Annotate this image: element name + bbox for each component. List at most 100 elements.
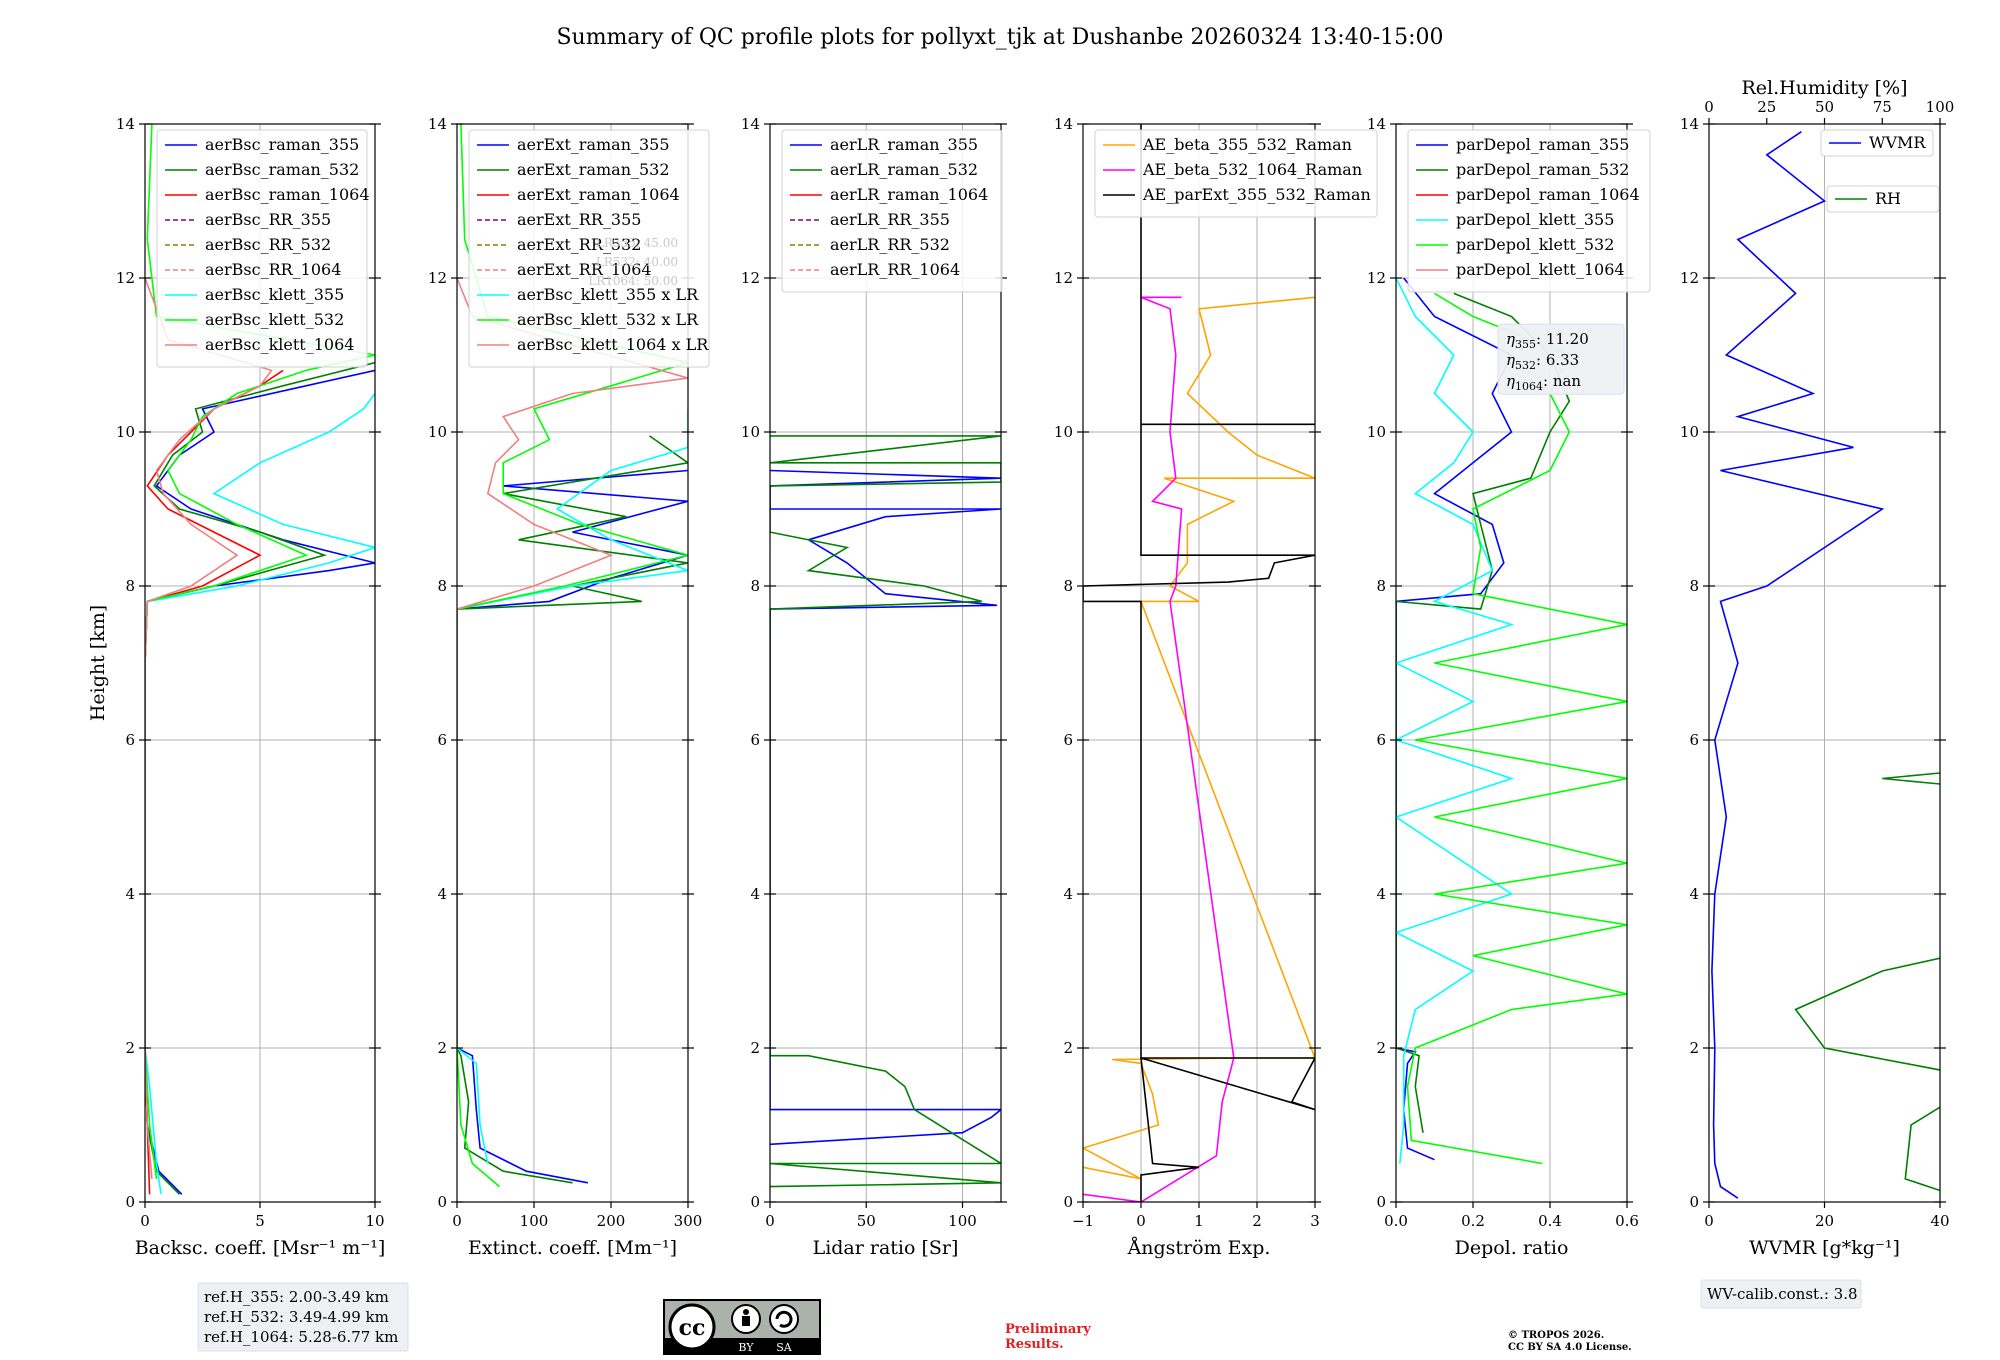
- xtick-label: 0: [765, 1212, 775, 1230]
- series-aerBsc_klett_1064 x LR: [457, 277, 688, 1048]
- cc-sa-label: SA: [776, 1341, 793, 1354]
- top-axis-label: Rel.Humidity [%]: [1741, 77, 1907, 99]
- ytick-label: 0: [125, 1193, 135, 1211]
- legend-label-aerBsc_klett_355: aerBsc_klett_355: [205, 285, 344, 304]
- eta-line: η355: 11.20: [1506, 330, 1589, 351]
- legend-label-aerLR_raman_532: aerLR_raman_532: [830, 160, 978, 179]
- xtick-label: 0.4: [1538, 1212, 1562, 1230]
- panel-extinction: 0 2 4 6 8 10 12 14 0 100 200 300 Extinct. coeff. [Mm…: [428, 115, 710, 1259]
- ytick-label: 4: [750, 885, 760, 903]
- ytick-label: 12: [1054, 269, 1073, 287]
- ytick-label: 2: [437, 1039, 447, 1057]
- ytick-label: 10: [116, 423, 135, 441]
- legend-box: [781, 129, 1003, 293]
- series-group: [1083, 124, 1315, 1202]
- axes-frame: [1395, 123, 1628, 1203]
- ytick-label: 2: [125, 1039, 135, 1057]
- legend-RH: RH: [1826, 185, 1940, 213]
- ytick-label: 0: [1063, 1193, 1073, 1211]
- legend-label-aerExt_raman_532: aerExt_raman_532: [517, 160, 670, 179]
- ytick-label: 6: [1689, 731, 1699, 749]
- info-box: [197, 1282, 409, 1352]
- top-tick-label: 0: [1704, 98, 1714, 116]
- ytick-label: 0: [437, 1193, 447, 1211]
- ytick-label: 10: [1054, 423, 1073, 441]
- ytick-label: 4: [1376, 885, 1386, 903]
- ytick-label: 14: [1680, 115, 1699, 133]
- legend-label-parDepol_raman_532: parDepol_raman_532: [1456, 160, 1629, 179]
- top-tick-label: 50: [1815, 98, 1834, 116]
- legend-box: [1820, 129, 1934, 157]
- legend-label-aerExt_raman_1064: aerExt_raman_1064: [517, 185, 680, 204]
- x-axis-label: Backsc. coeff. [Msr⁻¹ m⁻¹]: [135, 1237, 386, 1259]
- xtick-label: −1: [1072, 1212, 1094, 1230]
- ytick-label: 14: [116, 115, 135, 133]
- axes-frame: [456, 123, 689, 1203]
- legend-label-parDepol_klett_532: parDepol_klett_532: [1456, 235, 1614, 254]
- axes-frame: [769, 123, 1002, 1203]
- ytick-label: 2: [1063, 1039, 1073, 1057]
- legend-label-AE_beta_355_532_Raman: AE_beta_355_532_Raman: [1142, 135, 1352, 154]
- ytick-label: 8: [1689, 577, 1699, 595]
- cc-by-label: BY: [738, 1341, 754, 1354]
- legend-label-aerLR_RR_1064: aerLR_RR_1064: [830, 260, 960, 279]
- ytick-label: 2: [1689, 1039, 1699, 1057]
- xtick-label: 40: [1930, 1212, 1949, 1230]
- info-line: ref.H_355: 2.00-3.49 km: [204, 1288, 389, 1306]
- y-axis-label: Height [km]: [87, 605, 109, 721]
- figure-title: Summary of QC profile plots for pollyxt_…: [556, 25, 1443, 50]
- ytick-label: 4: [437, 885, 447, 903]
- series-aerBsc_klett_355 x LR: [457, 408, 688, 1164]
- ytick-label: 12: [116, 269, 135, 287]
- cc-text: cc: [679, 1315, 706, 1341]
- xtick-label: 3: [1310, 1212, 1320, 1230]
- ytick-label: 6: [1063, 731, 1073, 749]
- ytick-label: 4: [1063, 885, 1073, 903]
- xtick-label: 0: [452, 1212, 462, 1230]
- legend-label-aerBsc_raman_1064: aerBsc_raman_1064: [205, 185, 370, 204]
- legend: aerLR_raman_355 aerLR_raman_532 aerLR_rama…: [781, 129, 1003, 293]
- legend-label-parDepol_klett_1064: parDepol_klett_1064: [1456, 260, 1625, 279]
- info-line: ref.H_532: 3.49-4.99 km: [204, 1308, 389, 1326]
- legend-label-aerExt_RR_355: aerExt_RR_355: [517, 210, 641, 229]
- legend-label: RH: [1875, 189, 1901, 208]
- series-AE_beta_355_532_Raman: [1083, 296, 1315, 1180]
- xtick-label: 0: [1136, 1212, 1146, 1230]
- lr-label: LR1064: 50.00: [588, 274, 678, 288]
- legend-label-aerLR_raman_1064: aerLR_raman_1064: [830, 185, 988, 204]
- series-aerBsc_klett_1064: [145, 277, 273, 1179]
- series-AE_beta_532_1064_Raman: [1083, 296, 1235, 1202]
- ytick-label: 4: [1689, 885, 1699, 903]
- legend-label-parDepol_raman_355: parDepol_raman_355: [1456, 135, 1629, 154]
- xtick-label: 0: [1704, 1212, 1714, 1230]
- panel-depolarization: 0 2 4 6 8 10 12 14 0.0 0.2 0.4 0.6 Depol. ratio parDe…: [1367, 115, 1651, 1259]
- ytick-label: 12: [1680, 269, 1699, 287]
- preliminary-line-1: Preliminary: [1005, 1322, 1091, 1337]
- series-parDepol_klett_532: [1406, 292, 1627, 1165]
- xtick-label: 5: [255, 1212, 265, 1230]
- ytick-label: 10: [428, 423, 447, 441]
- series-group: [1396, 277, 1627, 1165]
- legend: AE_beta_355_532_Raman AE_beta_532_1064_Ra…: [1094, 129, 1378, 218]
- ytick-label: 0: [750, 1193, 760, 1211]
- legend-box: [156, 129, 368, 368]
- ytick-label: 8: [750, 577, 760, 595]
- legend-label-aerBsc_RR_532: aerBsc_RR_532: [205, 235, 331, 254]
- ytick-label: 8: [1063, 577, 1073, 595]
- ytick-label: 10: [1367, 423, 1386, 441]
- top-tick-label: 25: [1757, 98, 1776, 116]
- panel-backscatter: 0 2 4 6 8 10 12 14 0 5 10 Backsc. coeff. [Msr⁻¹ m⁻¹…: [87, 115, 409, 1352]
- legend-WVMR: WVMR: [1820, 129, 1934, 157]
- ytick-label: 4: [125, 885, 135, 903]
- legend-box: [1407, 129, 1651, 293]
- legend: aerBsc_raman_355 aerBsc_raman_532 aerBsc_r…: [156, 129, 370, 368]
- series-aerLR_raman_355: [770, 469, 1001, 1146]
- ytick-label: 8: [437, 577, 447, 595]
- top-tick-label: 75: [1873, 98, 1892, 116]
- ytick-label: 6: [437, 731, 447, 749]
- xtick-label: 100: [520, 1212, 549, 1230]
- legend-label-aerBsc_klett_532 x LR: aerBsc_klett_532 x LR: [517, 310, 699, 329]
- ytick-label: 14: [741, 115, 760, 133]
